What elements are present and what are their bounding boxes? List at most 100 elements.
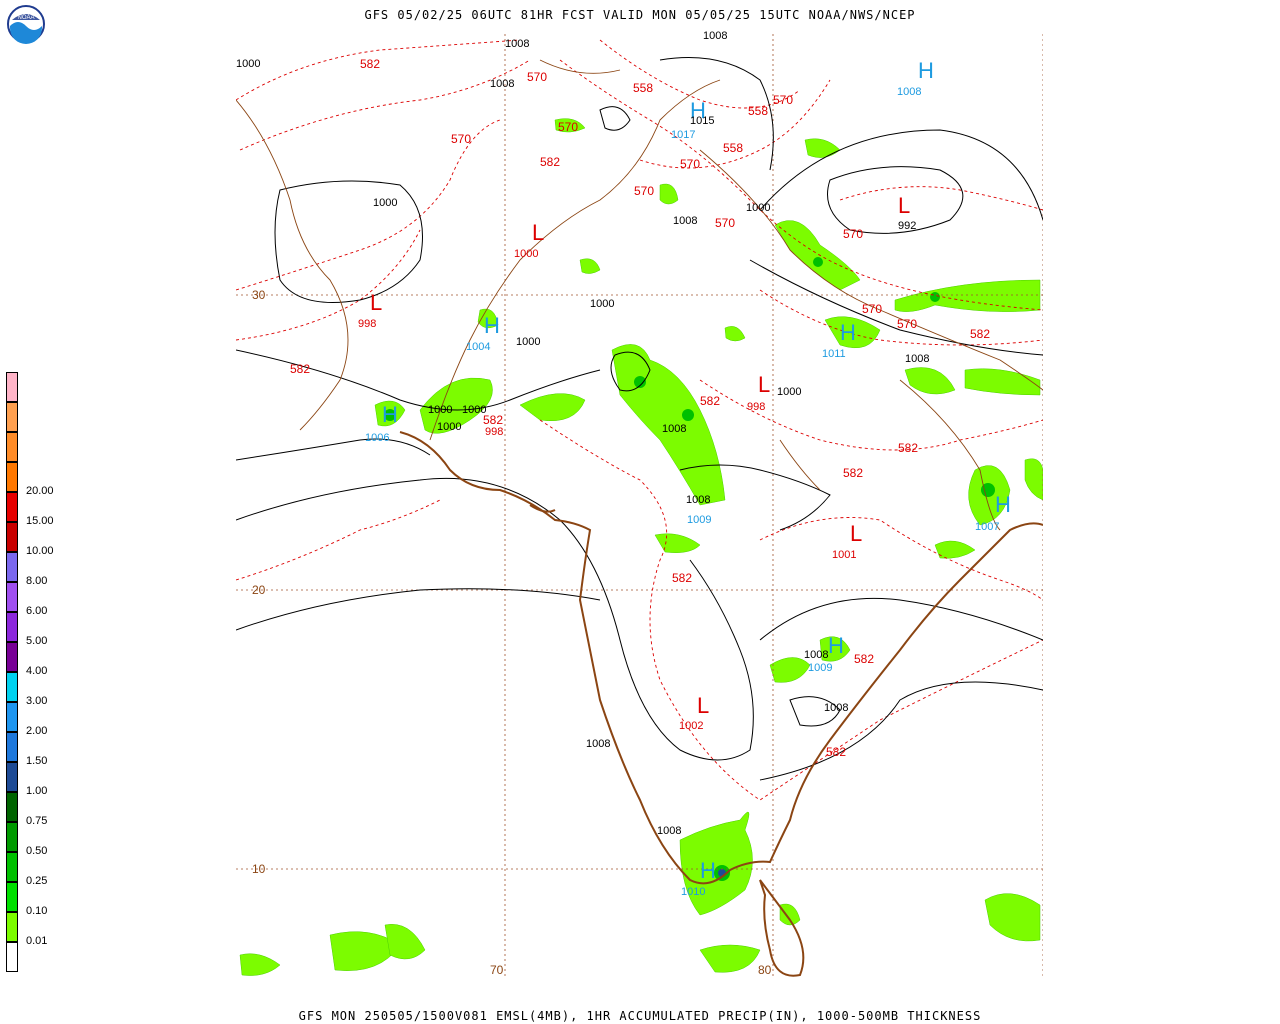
lat-label: 20	[252, 583, 266, 597]
map-frame	[236, 34, 1043, 978]
thickness-contours	[236, 39, 1043, 801]
svg-text:1010: 1010	[681, 886, 705, 898]
svg-text:582: 582	[672, 571, 692, 585]
legend-swatch	[6, 642, 18, 672]
high-center: 1009	[687, 514, 711, 526]
svg-text:570: 570	[862, 302, 882, 316]
legend-label: 3.00	[26, 695, 48, 707]
map-caption: GFS MON 250505/1500V081 EMSL(4MB), 1HR A…	[298, 1009, 982, 1023]
svg-text:558: 558	[723, 141, 743, 155]
legend-swatch	[6, 432, 18, 462]
svg-text:1008: 1008	[905, 353, 929, 365]
noaa-logo: NOAA	[7, 5, 45, 44]
svg-text:1000: 1000	[437, 421, 461, 433]
high-center: H 1006	[365, 402, 398, 444]
high-center: H 1009	[808, 633, 844, 674]
svg-text:1008: 1008	[586, 738, 610, 750]
svg-text:1008: 1008	[804, 649, 828, 661]
legend-swatch	[6, 792, 18, 822]
svg-text:1000: 1000	[514, 248, 538, 260]
svg-text:1000: 1000	[777, 386, 801, 398]
svg-text:1000: 1000	[373, 197, 397, 209]
lon-label: 70	[490, 963, 504, 977]
legend-label: 0.50	[26, 845, 48, 857]
legend-swatch	[6, 852, 18, 882]
svg-text:1000: 1000	[428, 404, 452, 416]
legend-swatch	[6, 402, 18, 432]
legend-swatch	[6, 732, 18, 762]
svg-text:1008: 1008	[657, 825, 681, 837]
svg-text:582: 582	[854, 652, 874, 666]
low-center: L 1000	[514, 220, 544, 260]
svg-text:570: 570	[715, 216, 735, 230]
svg-text:1000: 1000	[236, 58, 260, 70]
svg-text:1000: 1000	[516, 336, 540, 348]
svg-text:570: 570	[451, 132, 471, 146]
legend-label: 1.50	[26, 755, 48, 767]
high-center: H 1007	[975, 492, 1011, 533]
svg-text:570: 570	[634, 184, 654, 198]
precip-legend: 0.01 0.10 0.25 0.50 0.75 1.00 1.50 2.00 3.00 4.00…	[6, 372, 54, 972]
svg-text:H: H	[382, 402, 398, 427]
legend-label: 5.00	[26, 635, 48, 647]
svg-text:1008: 1008	[505, 38, 529, 50]
isobar-labels: 1008 1008 1015 1000 1008 1000 1000 1000 …	[236, 30, 929, 837]
svg-text:1009: 1009	[808, 662, 832, 674]
legend-label: 15.00	[26, 515, 54, 527]
svg-text:992: 992	[898, 220, 916, 232]
svg-text:582: 582	[898, 441, 918, 455]
svg-text:582: 582	[540, 155, 560, 169]
svg-text:570: 570	[773, 93, 793, 107]
legend-label: 0.10	[26, 905, 48, 917]
legend-swatch	[6, 372, 18, 402]
svg-text:582: 582	[483, 413, 503, 427]
lat-label: 10	[252, 862, 266, 876]
svg-text:582: 582	[970, 327, 990, 341]
svg-text:1008: 1008	[686, 494, 710, 506]
svg-text:1008: 1008	[490, 78, 514, 90]
svg-text:1004: 1004	[466, 341, 490, 353]
svg-text:1006: 1006	[365, 432, 389, 444]
svg-text:1015: 1015	[690, 115, 714, 127]
svg-text:H: H	[918, 58, 934, 83]
legend-label: 6.00	[26, 605, 48, 617]
legend-label: 20.00	[26, 485, 54, 497]
svg-text:1017: 1017	[671, 129, 695, 141]
svg-text:1008: 1008	[703, 30, 727, 42]
legend-swatch	[6, 462, 18, 492]
svg-text:1008: 1008	[824, 702, 848, 714]
high-center: H 1010	[681, 858, 716, 898]
svg-text:L: L	[697, 693, 709, 718]
legend-swatch	[6, 612, 18, 642]
legend-label: 10.00	[26, 545, 54, 557]
svg-text:L: L	[850, 521, 862, 546]
legend-swatch	[6, 582, 18, 612]
legend-label: 0.01	[26, 935, 48, 947]
legend-swatch	[6, 552, 18, 582]
map-title: GFS 05/02/25 06UTC 81HR FCST VALID MON 0…	[364, 8, 916, 22]
low-center: L 1001	[832, 521, 862, 561]
coastlines	[399, 431, 1043, 977]
low-center: L 992	[898, 193, 916, 232]
legend-label: 0.25	[26, 875, 48, 887]
svg-text:H: H	[700, 858, 716, 883]
legend-swatch	[6, 882, 18, 912]
low-center: 998	[485, 426, 503, 438]
svg-text:582: 582	[826, 745, 846, 759]
precip-areas	[239, 118, 1043, 976]
svg-text:582: 582	[360, 57, 380, 71]
lat-label: 30	[252, 288, 266, 302]
svg-text:1000: 1000	[746, 202, 770, 214]
grid-labels: 30 20 10 70 80	[252, 288, 772, 977]
svg-text:582: 582	[290, 362, 310, 376]
legend-swatch	[6, 522, 18, 552]
svg-text:1008: 1008	[897, 86, 921, 98]
legend-swatch	[6, 492, 18, 522]
legend-swatch	[6, 702, 18, 732]
legend-swatch	[6, 762, 18, 792]
political-borders	[236, 59, 1043, 531]
high-center: H 1004	[466, 313, 500, 353]
legend-label: 2.00	[26, 725, 48, 737]
svg-text:L: L	[532, 220, 544, 245]
